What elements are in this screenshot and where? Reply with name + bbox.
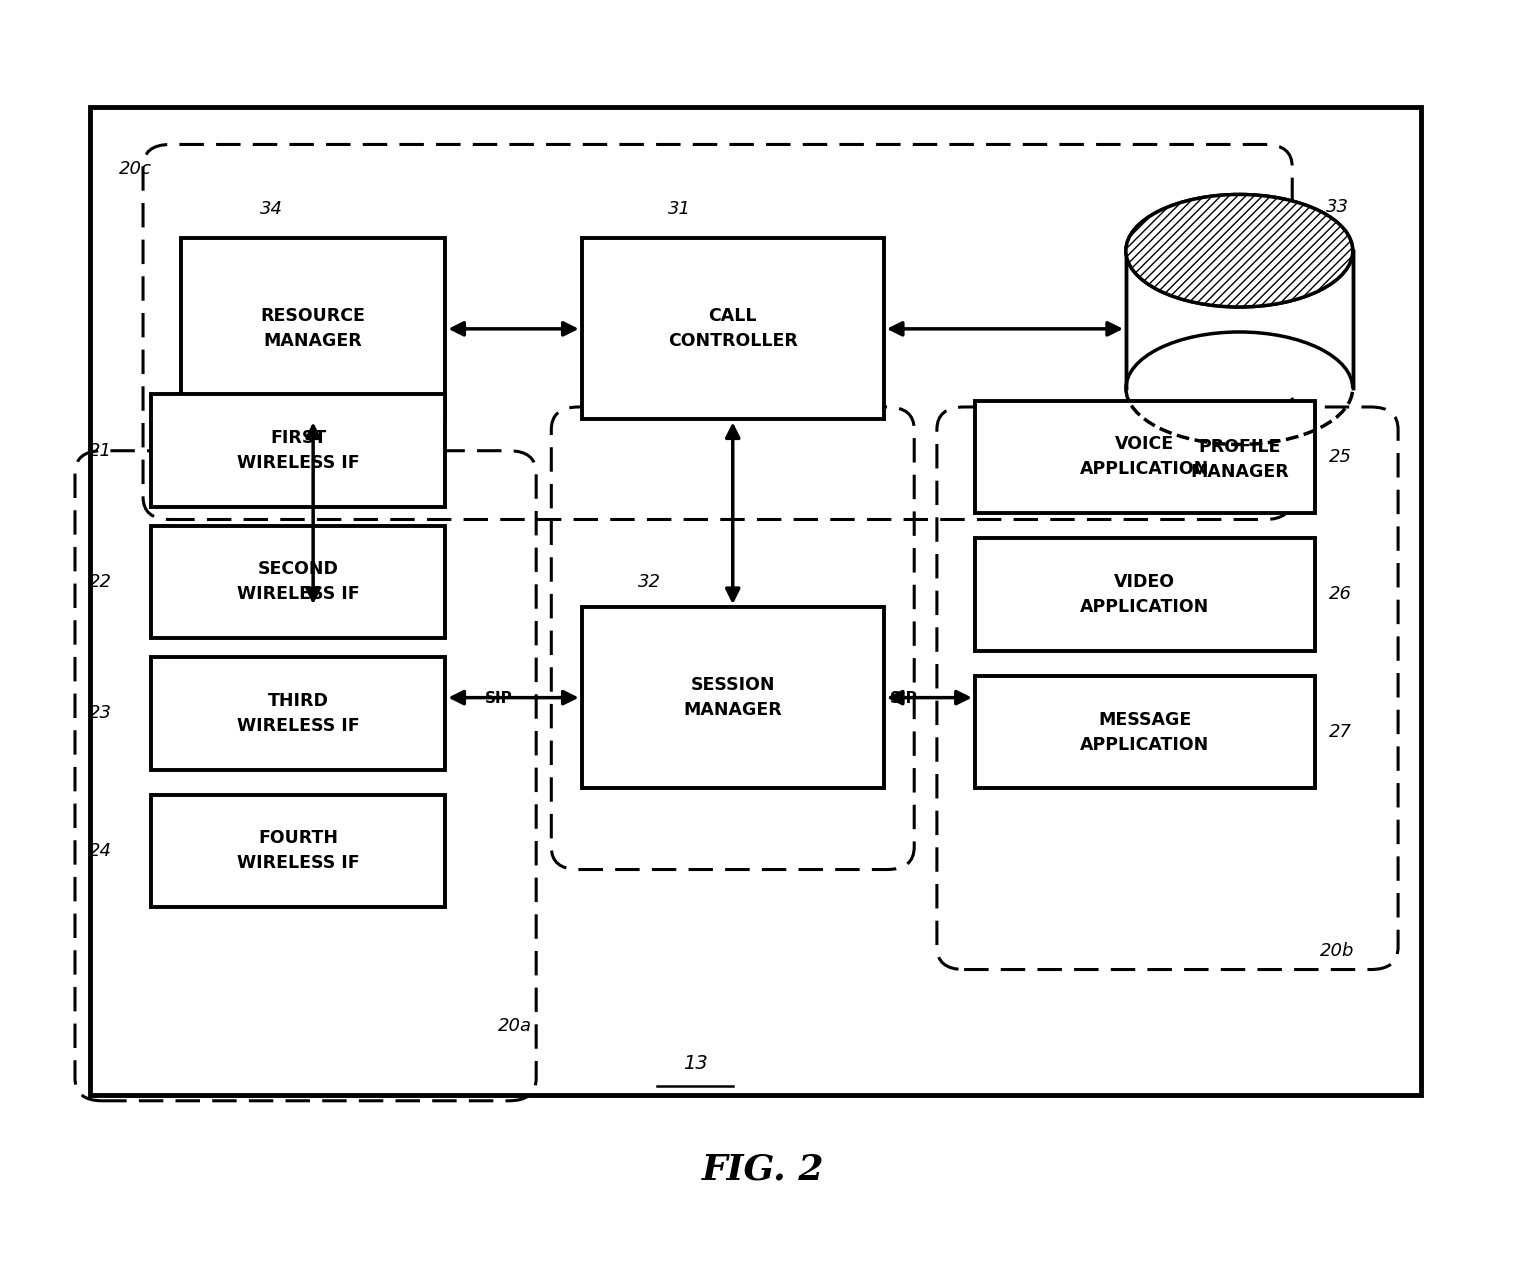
Bar [151, 526, 446, 638]
Polygon shape [1126, 250, 1352, 388]
Text: RESOURCE
MANAGER: RESOURCE MANAGER [261, 307, 366, 350]
Text: 33: 33 [1326, 198, 1349, 216]
Text: 22: 22 [89, 573, 113, 592]
Ellipse shape [1126, 195, 1352, 307]
Text: SIP: SIP [890, 690, 917, 705]
Text: SESSION
MANAGER: SESSION MANAGER [684, 676, 783, 719]
Text: 13: 13 [682, 1054, 708, 1073]
Bar [151, 795, 446, 908]
Text: FOURTH
WIRELESS IF: FOURTH WIRELESS IF [237, 829, 359, 872]
Bar [581, 607, 884, 789]
Bar [182, 238, 446, 420]
Text: 24: 24 [89, 842, 113, 860]
Bar [151, 657, 446, 770]
Bar [975, 676, 1315, 789]
Text: SIP: SIP [485, 690, 513, 705]
Text: 20b: 20b [1320, 942, 1355, 959]
Text: CALL
CONTROLLER: CALL CONTROLLER [668, 307, 798, 350]
Text: 27: 27 [1329, 723, 1352, 741]
Text: VIDEO
APPLICATION: VIDEO APPLICATION [1080, 573, 1210, 616]
Bar [975, 401, 1315, 513]
Bar [975, 538, 1315, 651]
Text: 25: 25 [1329, 447, 1352, 466]
Text: 20a: 20a [497, 1016, 533, 1035]
Text: FIG. 2: FIG. 2 [702, 1153, 824, 1187]
Ellipse shape [1126, 195, 1352, 307]
Text: 32: 32 [638, 573, 661, 592]
Text: 26: 26 [1329, 585, 1352, 603]
Text: VOICE
APPLICATION: VOICE APPLICATION [1080, 436, 1210, 479]
Text: 20c: 20c [119, 161, 153, 178]
Text: THIRD
WIRELESS IF: THIRD WIRELESS IF [237, 691, 359, 734]
Text: 23: 23 [89, 704, 113, 722]
Text: PROFILE
MANAGER: PROFILE MANAGER [1190, 439, 1288, 482]
Text: FIRST
WIRELESS IF: FIRST WIRELESS IF [237, 430, 359, 473]
Text: 34: 34 [259, 201, 282, 219]
Text: 21: 21 [89, 441, 113, 460]
Bar [581, 238, 884, 420]
Bar [90, 107, 1421, 1095]
Text: 31: 31 [668, 201, 691, 219]
Text: SECOND
WIRELESS IF: SECOND WIRELESS IF [237, 560, 359, 603]
Text: MESSAGE
APPLICATION: MESSAGE APPLICATION [1080, 710, 1210, 753]
Bar [151, 394, 446, 507]
